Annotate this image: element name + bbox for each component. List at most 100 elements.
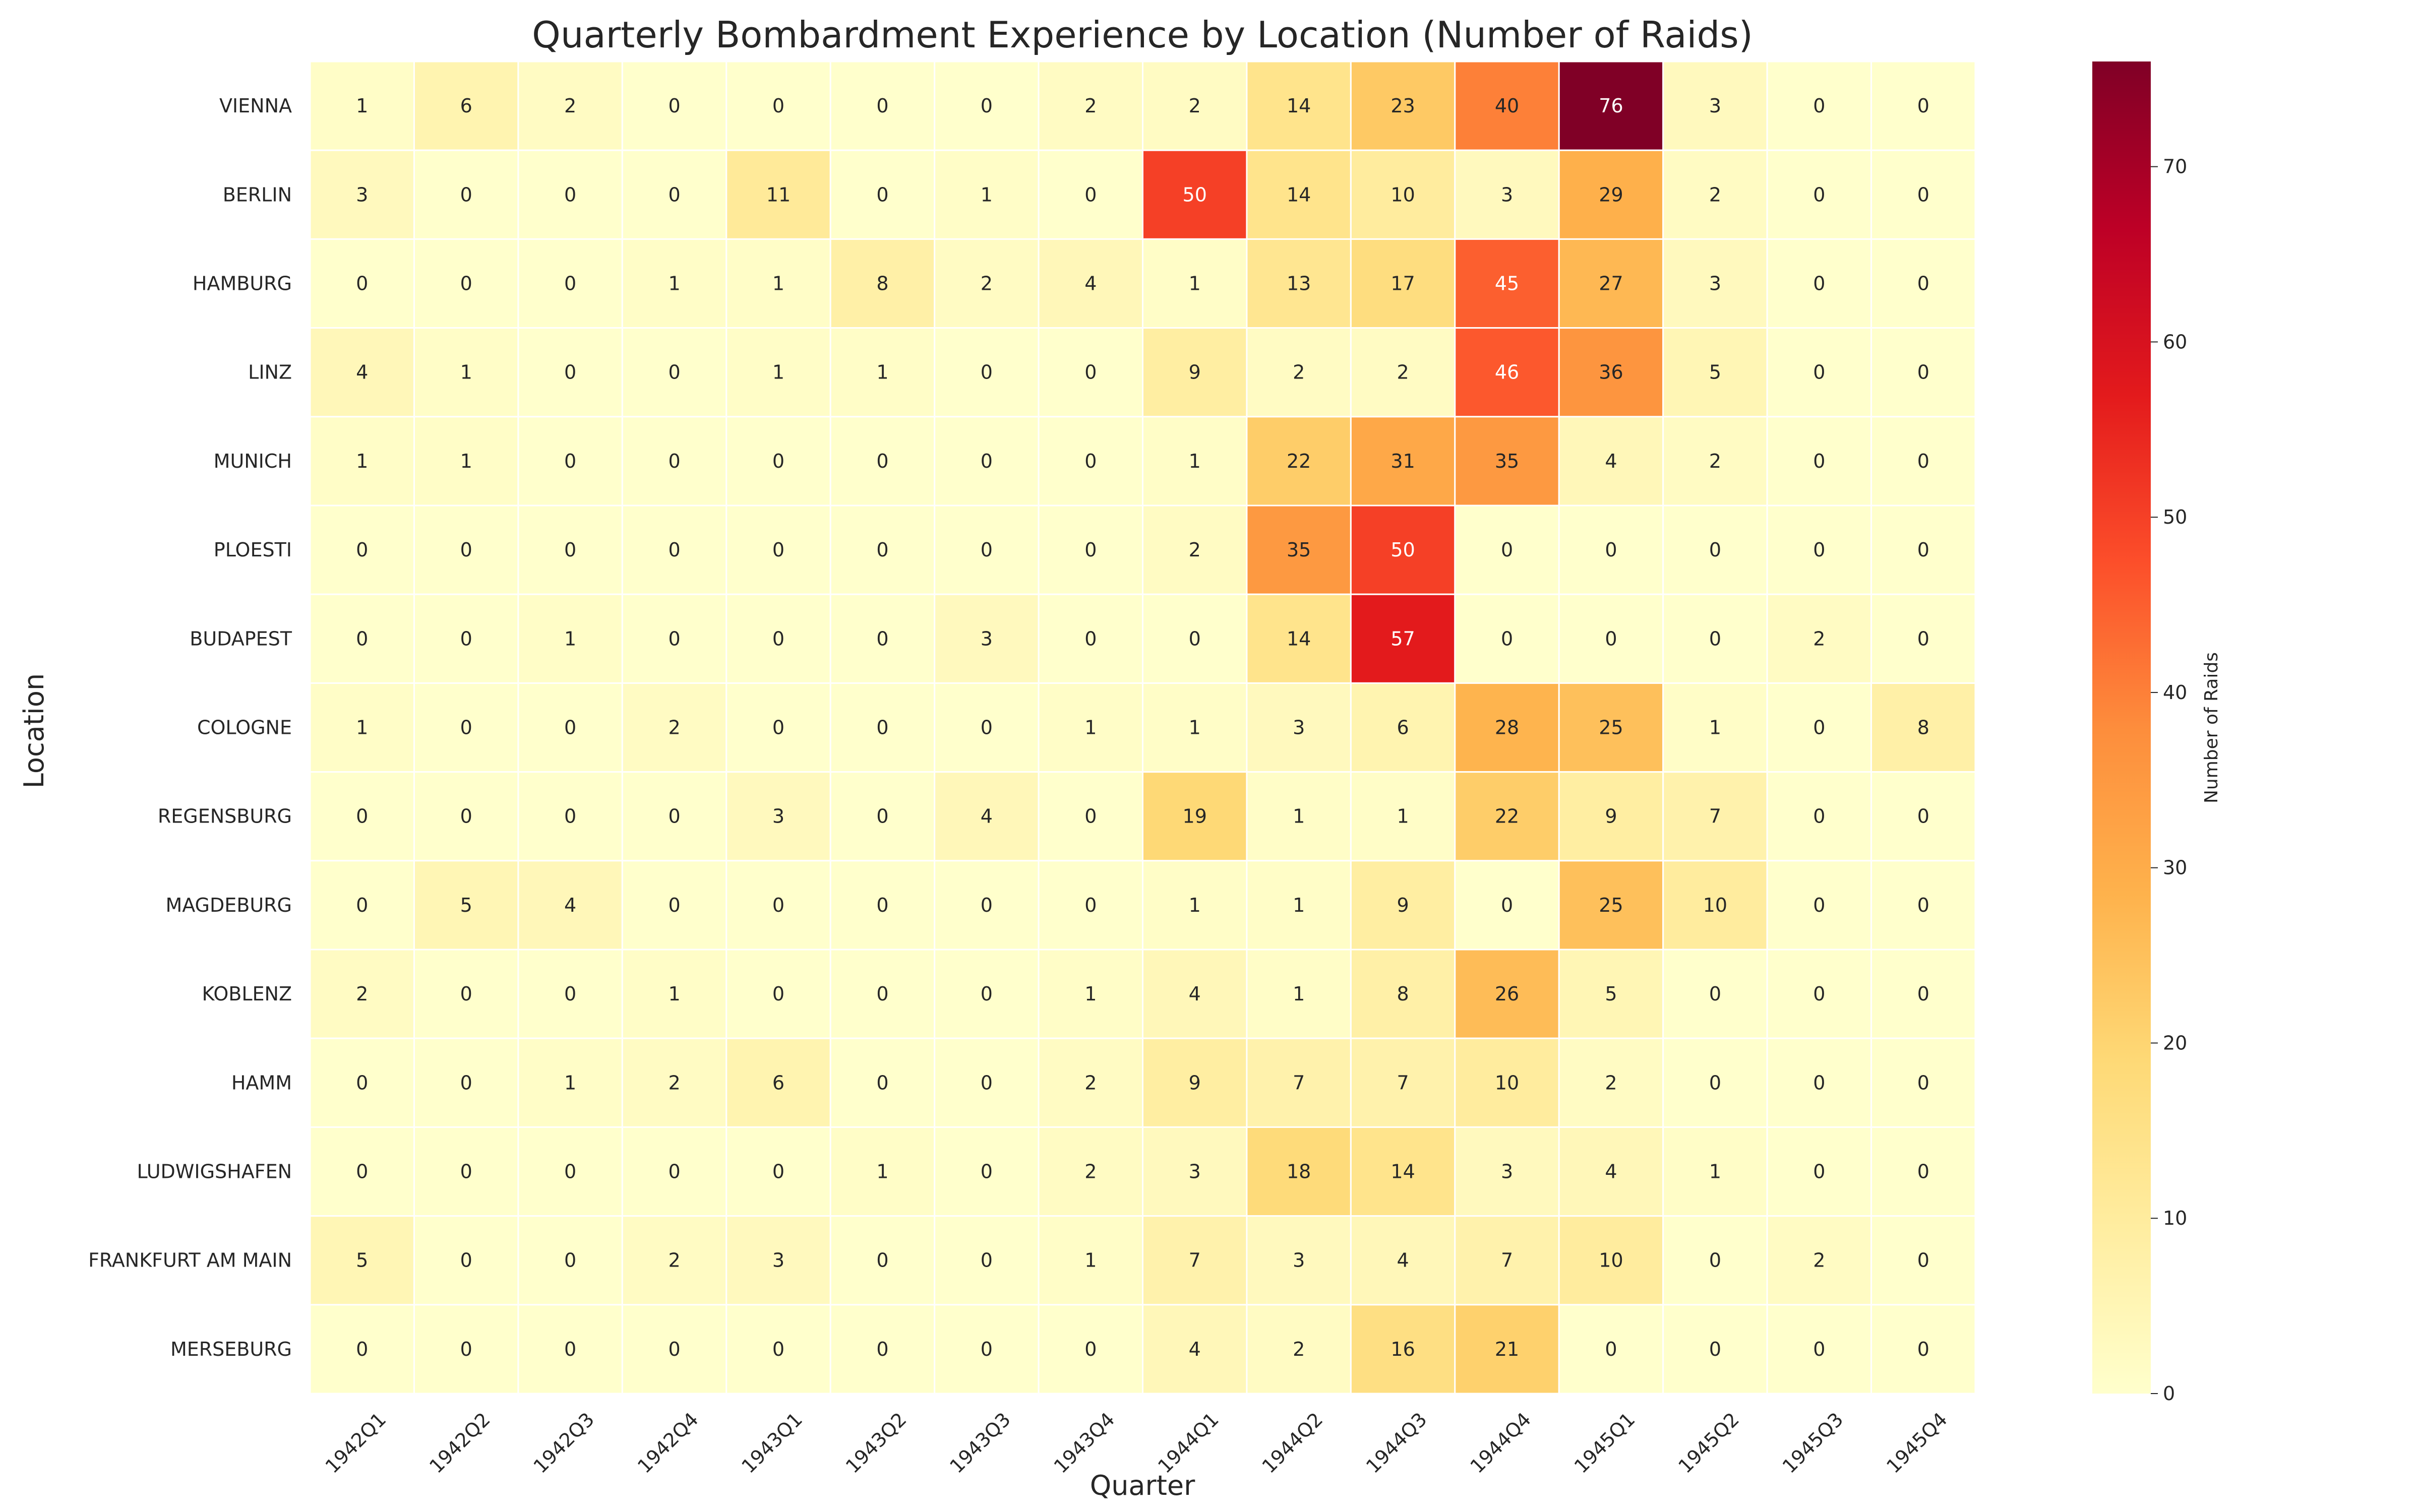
cell-value-label: 1	[1397, 805, 1409, 828]
heatmap-cell	[829, 682, 936, 773]
y-tick-label: KOBLENZ	[202, 983, 292, 1005]
heatmap-cell	[1870, 505, 1976, 595]
heatmap-cell	[1558, 949, 1664, 1039]
cell-value-label: 46	[1495, 361, 1519, 384]
heatmap-cell	[517, 1037, 623, 1128]
cell-value-label: 9	[1605, 805, 1617, 828]
heatmap-cell	[309, 593, 415, 684]
heatmap-cell	[1350, 1304, 1456, 1395]
cell-value-label: 0	[1813, 450, 1825, 472]
heatmap-cell	[725, 505, 831, 595]
cell-value-label: 0	[1813, 805, 1825, 828]
cell-value-label: 9	[1189, 361, 1201, 384]
cell-value-label: 0	[564, 539, 576, 561]
cell-value-label: 0	[981, 1338, 993, 1360]
heatmap-cell	[1038, 505, 1143, 595]
cell-value-label: 0	[1917, 627, 1929, 650]
cell-value-label: 1	[1189, 894, 1201, 916]
heatmap-cell	[309, 860, 415, 951]
y-tick-label: HAMM	[231, 1072, 292, 1094]
heatmap-cell	[1350, 505, 1456, 595]
heatmap-cell	[1766, 149, 1872, 240]
cell-value-label: 40	[1495, 95, 1519, 117]
cell-value-label: 0	[981, 361, 993, 384]
cell-value-label: 0	[1813, 717, 1825, 739]
heatmap-cell	[1662, 416, 1768, 507]
cell-value-label: 0	[1813, 183, 1825, 206]
x-tick-label: 1942Q3	[529, 1408, 599, 1478]
x-tick-label: 1942Q2	[425, 1408, 495, 1478]
cell-value-label: 1	[1709, 1161, 1721, 1183]
cell-value-label: 0	[356, 1338, 368, 1360]
cell-value-label: 3	[1293, 717, 1305, 739]
heatmap-cell	[1870, 771, 1976, 862]
heatmap-cell	[725, 1215, 831, 1306]
cell-value-label: 0	[460, 983, 472, 1005]
heatmap-cell	[1766, 505, 1872, 595]
heatmap-cell	[309, 771, 415, 862]
cell-value-label: 28	[1495, 717, 1519, 739]
cell-value-label: 4	[1084, 273, 1097, 295]
heatmap-cell	[829, 238, 936, 329]
x-tick-label: 1945Q4	[1882, 1408, 1952, 1478]
heatmap-cell	[1350, 416, 1456, 507]
cell-value-label: 29	[1599, 183, 1623, 206]
cell-value-label: 7	[1709, 805, 1721, 828]
heatmap-cell	[517, 1304, 623, 1395]
heatmap-cell	[309, 149, 415, 240]
heatmap-cell	[413, 771, 519, 862]
cell-value-label: 35	[1287, 539, 1311, 561]
cell-value-label: 8	[876, 273, 888, 295]
heatmap-cell	[1662, 1126, 1768, 1217]
heatmap-cell	[517, 1126, 623, 1217]
y-tick-label: LINZ	[248, 361, 292, 384]
x-tick-label: 1944Q4	[1466, 1408, 1535, 1478]
heatmap-cell	[1142, 149, 1248, 240]
heatmap-cell	[934, 1126, 1040, 1217]
heatmap-cell	[1662, 60, 1768, 151]
cell-value-label: 0	[1917, 95, 1929, 117]
heatmap-cell	[1038, 238, 1143, 329]
heatmap-cell	[934, 949, 1040, 1039]
heatmap-cell	[413, 1304, 519, 1395]
cell-value-label: 0	[772, 1338, 784, 1360]
cell-value-label: 14	[1390, 1161, 1415, 1183]
heatmap-cell	[1870, 682, 1976, 773]
heatmap-cell	[1558, 416, 1664, 507]
x-tick-label: 1945Q3	[1778, 1408, 1848, 1478]
cell-value-label: 3	[1501, 1161, 1513, 1183]
cell-value-label: 1	[356, 717, 368, 739]
cell-value-label: 17	[1390, 273, 1415, 295]
cell-value-label: 1	[876, 1161, 888, 1183]
cell-value-label: 0	[772, 1161, 784, 1183]
heatmap-cell	[1142, 416, 1248, 507]
cell-value-label: 0	[460, 1338, 472, 1360]
cell-value-label: 0	[668, 450, 680, 472]
cell-value-label: 0	[1084, 1338, 1097, 1360]
cell-value-label: 1	[1189, 273, 1201, 295]
x-tick-label: 1943Q4	[1050, 1408, 1119, 1478]
heatmap-cell	[517, 505, 623, 595]
heatmap-cell	[1870, 327, 1976, 418]
cell-value-label: 2	[668, 717, 680, 739]
heatmap-cell	[621, 860, 728, 951]
cell-value-label: 0	[1917, 1072, 1929, 1094]
x-tick-label: 1942Q1	[321, 1408, 391, 1478]
cell-value-label: 0	[1709, 1249, 1721, 1272]
heatmap-cell	[413, 416, 519, 507]
cell-value-label: 0	[564, 273, 576, 295]
y-tick-label: REGENSBURG	[158, 805, 292, 828]
cell-value-label: 0	[1501, 627, 1513, 650]
cell-value-label: 0	[564, 1161, 576, 1183]
cell-value-label: 1	[1084, 983, 1097, 1005]
cell-value-label: 3	[1709, 95, 1721, 117]
cell-value-label: 0	[1917, 983, 1929, 1005]
cell-value-label: 0	[772, 894, 784, 916]
cell-value-label: 0	[460, 1249, 472, 1272]
heatmap-cell	[1870, 1215, 1976, 1306]
cell-value-label: 0	[1917, 361, 1929, 384]
cell-value-label: 1	[1189, 717, 1201, 739]
heatmap-cell	[1142, 682, 1248, 773]
heatmap-cell	[829, 149, 936, 240]
